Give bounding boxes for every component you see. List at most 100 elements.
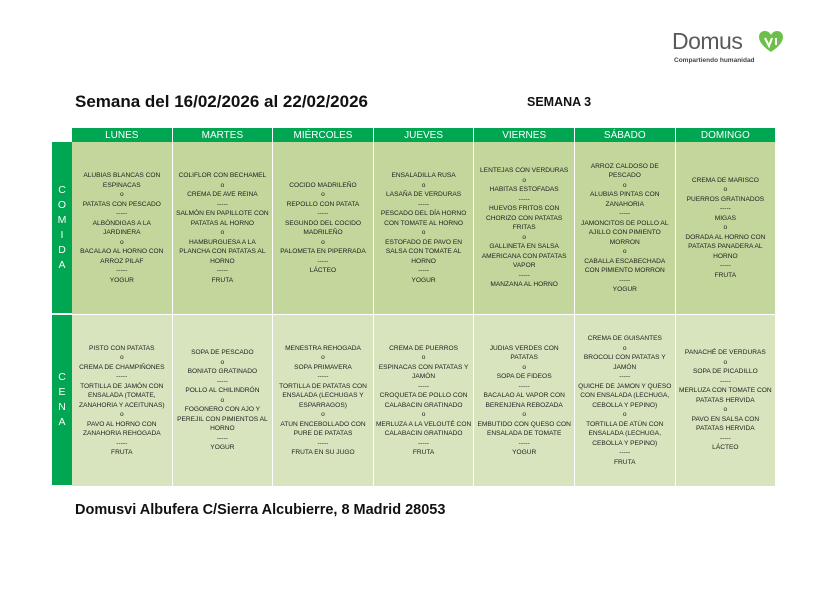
dish: CROQUETA DE POLLO CON CALABACIN GRATINAD… xyxy=(379,392,468,409)
dish: YOGUR xyxy=(512,449,537,456)
dish: CREMA DE CHAMPIÑONES xyxy=(79,363,165,371)
separator: ----- xyxy=(518,271,530,279)
logo-tagline: Compartiendo humanidad xyxy=(674,57,755,64)
day-header: MIÉRCOLES xyxy=(273,128,374,142)
menu-cell: PISTO CON PATATAS o CREMA DE CHAMPIÑONES --… xyxy=(72,315,173,487)
dish: FRUTA xyxy=(211,276,234,284)
dish: FRUTA xyxy=(111,449,133,456)
meal-label-letter: I xyxy=(60,228,64,241)
dish: ALUBIAS BLANCAS CON ESPINACAS xyxy=(83,172,161,189)
dish: SOPA PRIMAVERA xyxy=(294,363,352,371)
separator: ----- xyxy=(116,210,128,217)
menu-table: LUNES MARTES MIÉRCOLES JUEVES VIERNES SÁBADO D… xyxy=(52,128,777,487)
dish: PAVO AL HORNO CON ZANAHORIA REHOGADA xyxy=(82,420,161,438)
separator: ----- xyxy=(116,373,128,380)
dish: MERLUZA A LA VELOUTÉ CON CALABACIN GRATI… xyxy=(375,420,472,438)
separator: o xyxy=(421,354,426,361)
dish: JAMONCITOS DE POLLO AL AJILLO CON PIMIEN… xyxy=(581,219,669,246)
meal-label-letter: A xyxy=(58,258,66,271)
dish: EMBUTIDO CON QUESO CON ENSALADA DE TOMAT… xyxy=(477,420,571,438)
dish: MANZANA AL HORNO xyxy=(490,281,558,289)
domusvi-logo: Domus Compartiendo humanidad xyxy=(672,28,792,68)
logo-heart-icon xyxy=(759,31,783,52)
separator: o xyxy=(622,411,627,418)
meal-label-letter: C xyxy=(58,183,66,196)
dish: MIGAS xyxy=(714,214,736,222)
dish: YOGUR xyxy=(612,286,637,293)
dish: HUEVOS FRITOS CON CHORIZO CON PATATAS FR… xyxy=(486,205,563,232)
separator: ----- xyxy=(719,434,731,442)
footer-address: Domusvi Albufera C/Sierra Alcubierre, 8 … xyxy=(75,502,446,518)
dish: MERLUZA CON TOMATE CON PATATAS HERVIDA xyxy=(679,387,772,404)
separator: ----- xyxy=(116,439,128,447)
dish: PAVO EN SALSA CON PATATAS HERVIDA xyxy=(691,415,760,433)
separator: ----- xyxy=(518,195,530,203)
separator: o xyxy=(321,411,325,418)
dish: CREMA DE AVE REINA xyxy=(187,191,258,198)
day-header: DOMINGO xyxy=(675,128,777,142)
dish: FRUTA EN SU JUGO xyxy=(291,449,355,456)
separator: o xyxy=(119,354,124,361)
dish: GALLINETA EN SALSA AMERICANA CON PATATAS… xyxy=(481,243,567,270)
meal-label-letter: O xyxy=(57,198,67,211)
separator: o xyxy=(522,363,526,371)
week-label: SEMANA 3 xyxy=(527,95,592,109)
separator: ----- xyxy=(216,377,228,385)
separator: o xyxy=(220,396,225,404)
separator: o xyxy=(321,354,325,361)
separator: o xyxy=(119,191,124,198)
menu-cell: SOPA DE PESCADO o BONIATO GRATINADO ----- PO… xyxy=(172,315,274,487)
separator: ----- xyxy=(418,382,430,390)
meal-label-letter: E xyxy=(58,386,66,398)
separator: ----- xyxy=(619,373,631,380)
dish: ALUBIAS PINTAS CON ZANAHORIA xyxy=(590,191,660,208)
meal-label-letter: M xyxy=(57,213,67,226)
dish: TORTILLA DE ATÚN CON ENSALADA (LECHUGA, … xyxy=(586,420,664,447)
separator: o xyxy=(220,358,225,366)
dish: ESTOFADO DE PAVO EN SALSA CON TOMATE AL … xyxy=(385,238,463,265)
dish: SEGUNDO DEL COCIDO MADRILEÑO xyxy=(285,219,361,237)
separator: ----- xyxy=(216,200,228,208)
menu-cell: JUDIAS VERDES CON PATATAS o SOPA DE FIDEOS… xyxy=(474,315,575,487)
separator: o xyxy=(119,411,124,418)
dish: ATUN ENCEBOLLADO CON PURE DE PATATAS xyxy=(280,420,366,438)
dish: HAMBURGUESA A LA PLANCHA CON PATATAS AL … xyxy=(179,238,266,265)
dish: LÁCTEO xyxy=(309,267,337,274)
dish: CREMA DE GUISANTES xyxy=(587,335,662,342)
day-header: LUNES xyxy=(72,128,173,142)
separator: ----- xyxy=(518,439,530,447)
separator: ----- xyxy=(719,205,731,213)
dish: LASAÑA DE VERDURAS xyxy=(386,191,462,198)
dish: YOGUR xyxy=(109,276,134,284)
dish: COLIFLOR CON BECHAMEL xyxy=(178,172,267,179)
dish: SALMÓN EN PAPILLOTE CON PATATAS AL HORNO xyxy=(176,210,269,227)
separator: o xyxy=(421,181,426,189)
separator: o xyxy=(421,229,426,236)
separator: ----- xyxy=(317,373,329,380)
separator: o xyxy=(622,181,627,189)
separator: o xyxy=(421,411,426,418)
menu-cell: ALUBIAS BLANCAS CON ESPINACAS o PATATAS CO… xyxy=(72,142,173,315)
menu-cell: CREMA DE MARISCO o PUERROS GRATINADOS -----… xyxy=(675,142,777,315)
dish: FRUTA xyxy=(714,271,737,279)
meal-label-letter: D xyxy=(58,243,66,256)
dish: PATATAS CON PESCADO xyxy=(82,200,161,208)
dish: TORTILLA DE JAMÓN CON ENSALADA (TOMATE, … xyxy=(79,382,165,409)
menu-cell: COLIFLOR CON BECHAMEL o CREMA DE AVE REINA… xyxy=(172,142,274,315)
dish: ALBÓNDIGAS A LA JARDINERA xyxy=(92,219,151,237)
separator: ----- xyxy=(216,434,228,442)
dish: PANACHÉ DE VERDURAS xyxy=(684,349,766,357)
page-title: Semana del 16/02/2026 al 22/02/2026 xyxy=(75,92,369,111)
dish: CABALLA ESCABECHADA CON PIMIENTO MORRON xyxy=(584,257,666,275)
dish: CREMA DE PUERROS xyxy=(389,344,459,352)
dish: PESCADO DEL DÍA HORNO CON TOMATE AL HORN… xyxy=(380,210,467,227)
separator: o xyxy=(622,248,627,255)
dish: PUERROS GRATINADOS xyxy=(686,195,765,203)
separator: o xyxy=(522,411,526,418)
separator: o xyxy=(119,238,124,246)
dish: SOPA DE PESCADO xyxy=(191,349,254,357)
separator: o xyxy=(622,344,627,352)
day-header: VIERNES xyxy=(474,128,575,142)
